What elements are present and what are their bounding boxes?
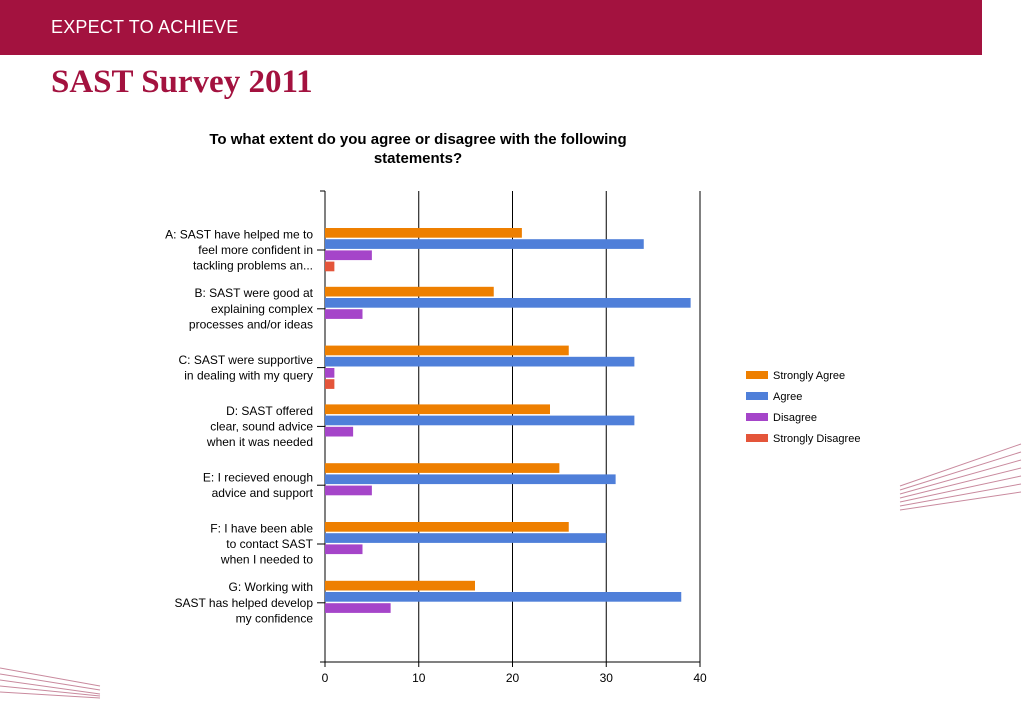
bar (325, 426, 354, 437)
bar (325, 261, 335, 272)
category-label: B: SAST were good at (194, 286, 313, 300)
slide-title: SAST Survey 2011 (51, 64, 313, 100)
legend-label: Disagree (773, 412, 817, 424)
bar (325, 522, 569, 532)
bar (325, 463, 560, 473)
category-label: my confidence (236, 611, 314, 625)
category-label: to contact SAST (226, 537, 313, 551)
header-tagline: EXPECT TO ACHIEVE (51, 17, 239, 37)
bar (325, 544, 363, 555)
decorative-lines-left (0, 667, 101, 699)
bar (325, 250, 372, 261)
x-tick-label: 0 (322, 671, 329, 685)
bar (325, 580, 475, 591)
x-tick-label: 30 (600, 671, 614, 685)
category-label: C: SAST were supportive (178, 353, 313, 367)
chart-title-line: To what extent do you agree or disagree … (209, 131, 626, 148)
x-tick-label: 10 (412, 671, 426, 685)
legend-swatch (746, 371, 768, 379)
category-label: in dealing with my query (184, 368, 313, 382)
category-label: G: Working with (229, 580, 313, 594)
bar (325, 368, 335, 378)
bar (325, 309, 363, 319)
category-label: tackling problems an... (193, 259, 313, 273)
bar (325, 356, 635, 367)
legend-swatch (746, 434, 768, 442)
bar (325, 592, 682, 602)
bar (325, 474, 616, 485)
legend-label: Strongly Disagree (773, 433, 860, 445)
category-label: D: SAST offered (226, 404, 313, 418)
legend-swatch (746, 413, 768, 421)
bar (325, 485, 372, 496)
category-label: when I needed to (220, 553, 313, 567)
category-label: explaining complex (211, 302, 313, 316)
bar (325, 379, 335, 389)
category-label: E: I recieved enough (203, 470, 313, 484)
bar (325, 404, 550, 415)
x-tick-label: 40 (693, 671, 707, 685)
chart-title-line: statements? (374, 150, 462, 167)
bar (325, 228, 522, 238)
category-label: processes and/or ideas (189, 317, 313, 331)
bar (325, 603, 391, 613)
category-label: F: I have been able (210, 521, 313, 535)
category-label: when it was needed (206, 435, 313, 449)
bar (325, 415, 635, 426)
category-label: advice and support (212, 486, 314, 500)
bar (325, 533, 607, 543)
x-tick-label: 20 (506, 671, 520, 685)
decorative-lines-right (899, 443, 1022, 511)
bar (325, 239, 644, 249)
category-label: SAST has helped develop (174, 596, 313, 610)
bar (325, 345, 569, 356)
category-label: clear, sound advice (210, 419, 313, 433)
legend-label: Agree (773, 391, 802, 403)
bar (325, 286, 494, 297)
category-label: A: SAST have helped me to (165, 227, 313, 241)
legend-swatch (746, 392, 768, 400)
header-banner: EXPECT TO ACHIEVE (0, 0, 982, 55)
bar (325, 298, 691, 308)
legend-label: Strongly Agree (773, 370, 845, 382)
category-label: feel more confident in (198, 243, 313, 257)
